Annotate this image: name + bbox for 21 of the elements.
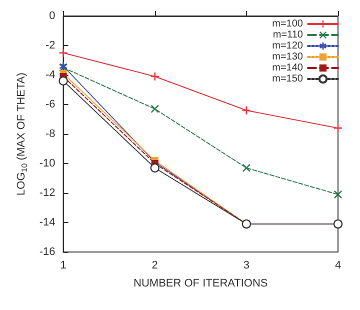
legend-label: m=100: [272, 18, 304, 30]
legend-label: m=130: [272, 52, 304, 62]
y-axis-title: LOG10 (MAX OF THETA): [16, 72, 29, 196]
x-axis-title: NUMBER OF ITERATIONS: [134, 278, 268, 290]
y-tick-label: -16: [39, 246, 56, 258]
y-tick-label: -4: [46, 69, 56, 81]
y-tick-label: -8: [46, 128, 56, 140]
legend-label: m=110: [272, 30, 304, 40]
y-tick-label: -2: [46, 40, 56, 52]
legend-label: m=140: [272, 62, 304, 74]
x-tick-label: 3: [243, 260, 250, 272]
legend-label: m=150: [272, 74, 304, 84]
y-tick-label: -12: [39, 187, 56, 199]
x-tick-label: 2: [152, 260, 158, 272]
x-tick-label: 1: [60, 260, 66, 272]
x-tick-label: 4: [334, 260, 342, 272]
y-tick-label: -10: [39, 158, 56, 170]
y-tick-label: -14: [39, 216, 56, 228]
y-tick-label: 0: [49, 10, 56, 22]
y-tick-label: -6: [46, 98, 56, 110]
legend-label: m=120: [272, 40, 304, 52]
